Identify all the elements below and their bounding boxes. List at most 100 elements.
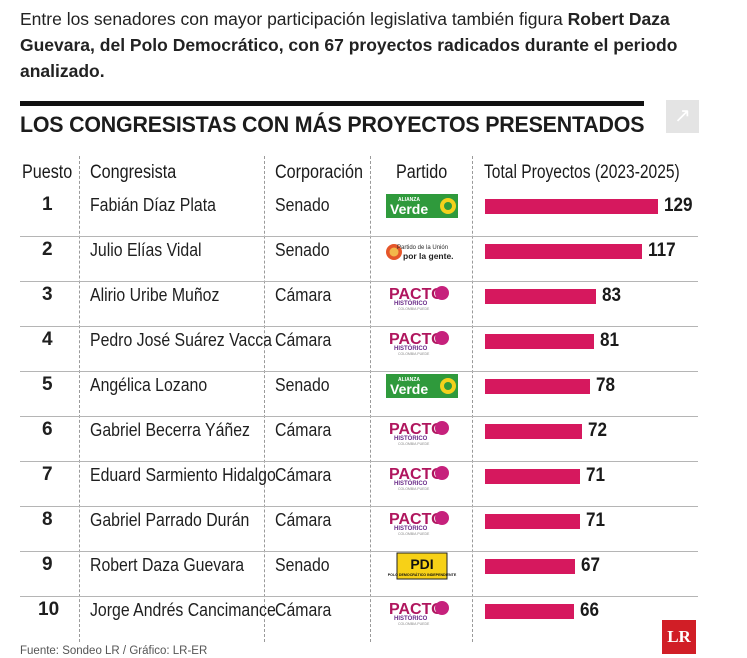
corporacion-cell: Senado bbox=[275, 240, 330, 260]
svg-text:PDI: PDI bbox=[410, 556, 433, 572]
congresista-name: Eduard Sarmiento Hidalgo bbox=[90, 465, 276, 485]
svg-text:COLOMBIA PUEDE: COLOMBIA PUEDE bbox=[398, 442, 430, 445]
bar bbox=[485, 244, 642, 259]
row-divider bbox=[20, 596, 698, 597]
header-puesto: Puesto bbox=[22, 162, 73, 183]
row-divider bbox=[20, 236, 698, 237]
corporacion-cell: Cámara bbox=[275, 285, 332, 305]
rank-cell: 10 bbox=[38, 599, 60, 620]
value-label: 72 bbox=[588, 420, 608, 441]
svg-text:HISTÓRICO: HISTÓRICO bbox=[394, 434, 428, 442]
svg-text:ALIANZA: ALIANZA bbox=[398, 197, 420, 203]
value-label: 83 bbox=[602, 285, 622, 306]
svg-text:COLOMBIA PUEDE: COLOMBIA PUEDE bbox=[398, 352, 430, 355]
rank-cell: 7 bbox=[42, 464, 53, 485]
svg-text:Verde: Verde bbox=[390, 381, 428, 397]
svg-text:COLOMBIA PUEDE: COLOMBIA PUEDE bbox=[398, 487, 430, 490]
row-divider bbox=[20, 371, 698, 372]
brand-logo: LR bbox=[662, 620, 696, 654]
partido-de-la-u-logo: Partido de la Unión por la gente. bbox=[386, 237, 458, 265]
rank-cell: 5 bbox=[42, 374, 53, 395]
value-label: 81 bbox=[600, 330, 620, 351]
svg-text:COLOMBIA PUEDE: COLOMBIA PUEDE bbox=[398, 622, 430, 625]
rank-cell: 1 bbox=[42, 194, 53, 215]
row-divider bbox=[20, 551, 698, 552]
congresista-name: Gabriel Becerra Yáñez bbox=[90, 420, 250, 440]
pacto-historico-logo: PACTO HISTÓRICO COLOMBIA PUEDE bbox=[386, 417, 458, 445]
bar bbox=[485, 424, 582, 439]
congresista-name: Pedro José Suárez Vacca bbox=[90, 330, 272, 350]
alianza-verde-logo: ALIANZA Verde bbox=[386, 372, 458, 400]
pacto-historico-logo: PACTO HISTÓRICO COLOMBIA PUEDE bbox=[386, 327, 458, 355]
title-rule bbox=[20, 101, 644, 106]
column-divider bbox=[472, 156, 473, 642]
svg-text:COLOMBIA PUEDE: COLOMBIA PUEDE bbox=[398, 307, 430, 310]
svg-text:ALIANZA: ALIANZA bbox=[398, 377, 420, 383]
bar bbox=[485, 199, 658, 214]
rank-cell: 6 bbox=[42, 419, 53, 440]
bar bbox=[485, 514, 580, 529]
value-label: 117 bbox=[648, 240, 676, 261]
rank-cell: 4 bbox=[42, 329, 53, 350]
row-divider bbox=[20, 326, 698, 327]
expand-arrow-icon[interactable]: ↗ bbox=[666, 100, 699, 133]
value-label: 71 bbox=[586, 510, 606, 531]
row-divider bbox=[20, 506, 698, 507]
congresista-name: Alirio Uribe Muñoz bbox=[90, 285, 220, 305]
rank-cell: 2 bbox=[42, 239, 53, 260]
svg-text:HISTÓRICO: HISTÓRICO bbox=[394, 614, 428, 622]
pacto-historico-logo: PACTO HISTÓRICO COLOMBIA PUEDE bbox=[386, 282, 458, 310]
congresista-name: Jorge Andrés Cancimance bbox=[90, 600, 276, 620]
corporacion-cell: Cámara bbox=[275, 465, 332, 485]
value-label: 71 bbox=[586, 465, 606, 486]
row-divider bbox=[20, 416, 698, 417]
value-label: 78 bbox=[596, 375, 616, 396]
svg-text:HISTÓRICO: HISTÓRICO bbox=[394, 344, 428, 352]
congresista-name: Gabriel Parrado Durán bbox=[90, 510, 250, 530]
intro-lead: Entre los senadores con mayor participac… bbox=[20, 9, 568, 29]
svg-text:PACTO: PACTO bbox=[389, 331, 444, 348]
column-divider bbox=[79, 156, 80, 642]
header-congresista: Congresista bbox=[90, 162, 177, 183]
value-label: 129 bbox=[664, 195, 693, 216]
bar bbox=[485, 379, 590, 394]
row-divider bbox=[20, 281, 698, 282]
svg-text:PACTO: PACTO bbox=[389, 601, 444, 618]
svg-text:COLOMBIA PUEDE: COLOMBIA PUEDE bbox=[398, 532, 430, 535]
congresista-name: Julio Elías Vidal bbox=[90, 240, 202, 260]
column-divider bbox=[370, 156, 371, 642]
svg-text:HISTÓRICO: HISTÓRICO bbox=[394, 299, 428, 307]
alianza-verde-logo: ALIANZA Verde bbox=[386, 192, 458, 220]
pacto-historico-logo: PACTO HISTÓRICO COLOMBIA PUEDE bbox=[386, 462, 458, 490]
rank-cell: 3 bbox=[42, 284, 53, 305]
svg-text:Verde: Verde bbox=[390, 201, 428, 217]
header-total: Total Proyectos (2023-2025) bbox=[484, 162, 680, 183]
bar bbox=[485, 469, 580, 484]
corporacion-cell: Cámara bbox=[275, 510, 332, 530]
corporacion-cell: Cámara bbox=[275, 330, 332, 350]
svg-text:por la gente.: por la gente. bbox=[403, 251, 454, 261]
rank-cell: 9 bbox=[42, 554, 53, 575]
corporacion-cell: Senado bbox=[275, 555, 330, 575]
source-note: Fuente: Sondeo LR / Gráfico: LR-ER bbox=[20, 645, 208, 657]
svg-text:PACTO: PACTO bbox=[389, 511, 444, 528]
value-label: 67 bbox=[581, 555, 601, 576]
svg-text:PACTO: PACTO bbox=[389, 421, 444, 438]
bar bbox=[485, 334, 594, 349]
header-partido: Partido bbox=[396, 162, 448, 183]
svg-text:HISTÓRICO: HISTÓRICO bbox=[394, 479, 428, 487]
row-divider bbox=[20, 461, 698, 462]
bar bbox=[485, 559, 575, 574]
intro-highlight: Robert Daza Guevara, del Polo Democrátic… bbox=[20, 9, 678, 81]
corporacion-cell: Senado bbox=[275, 195, 330, 215]
svg-text:PACTO: PACTO bbox=[389, 466, 444, 483]
svg-text:POLO DEMOCRÁTICO INDEPENDIENTE: POLO DEMOCRÁTICO INDEPENDIENTE bbox=[388, 572, 457, 577]
column-divider bbox=[264, 156, 265, 642]
rank-cell: 8 bbox=[42, 509, 53, 530]
svg-text:PACTO: PACTO bbox=[389, 286, 444, 303]
corporacion-cell: Senado bbox=[275, 375, 330, 395]
chart-title: LOS CONGRESISTAS CON MÁS PROYECTOS PRESE… bbox=[20, 112, 645, 137]
congresista-name: Robert Daza Guevara bbox=[90, 555, 245, 575]
bar bbox=[485, 604, 574, 619]
corporacion-cell: Cámara bbox=[275, 600, 332, 620]
